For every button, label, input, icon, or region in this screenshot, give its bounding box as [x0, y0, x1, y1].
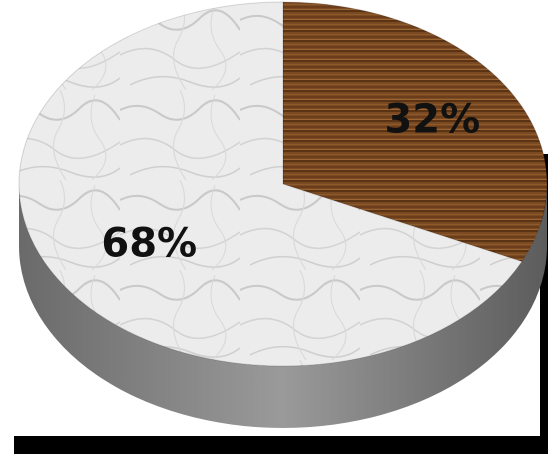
pie-side-band — [19, 184, 547, 428]
pie-slice-32 — [282, 1, 548, 263]
pie-top-face — [18, 1, 548, 367]
pie-side-wall — [19, 184, 547, 428]
pie-slice-68 — [18, 1, 523, 367]
pie-labels: 32% 68% — [101, 97, 480, 267]
slice-label-68: 68% — [101, 221, 197, 267]
slice-label-32: 32% — [384, 97, 480, 143]
image-frame-right-edge — [540, 154, 548, 436]
image-frame-bottom-edge — [14, 436, 548, 454]
